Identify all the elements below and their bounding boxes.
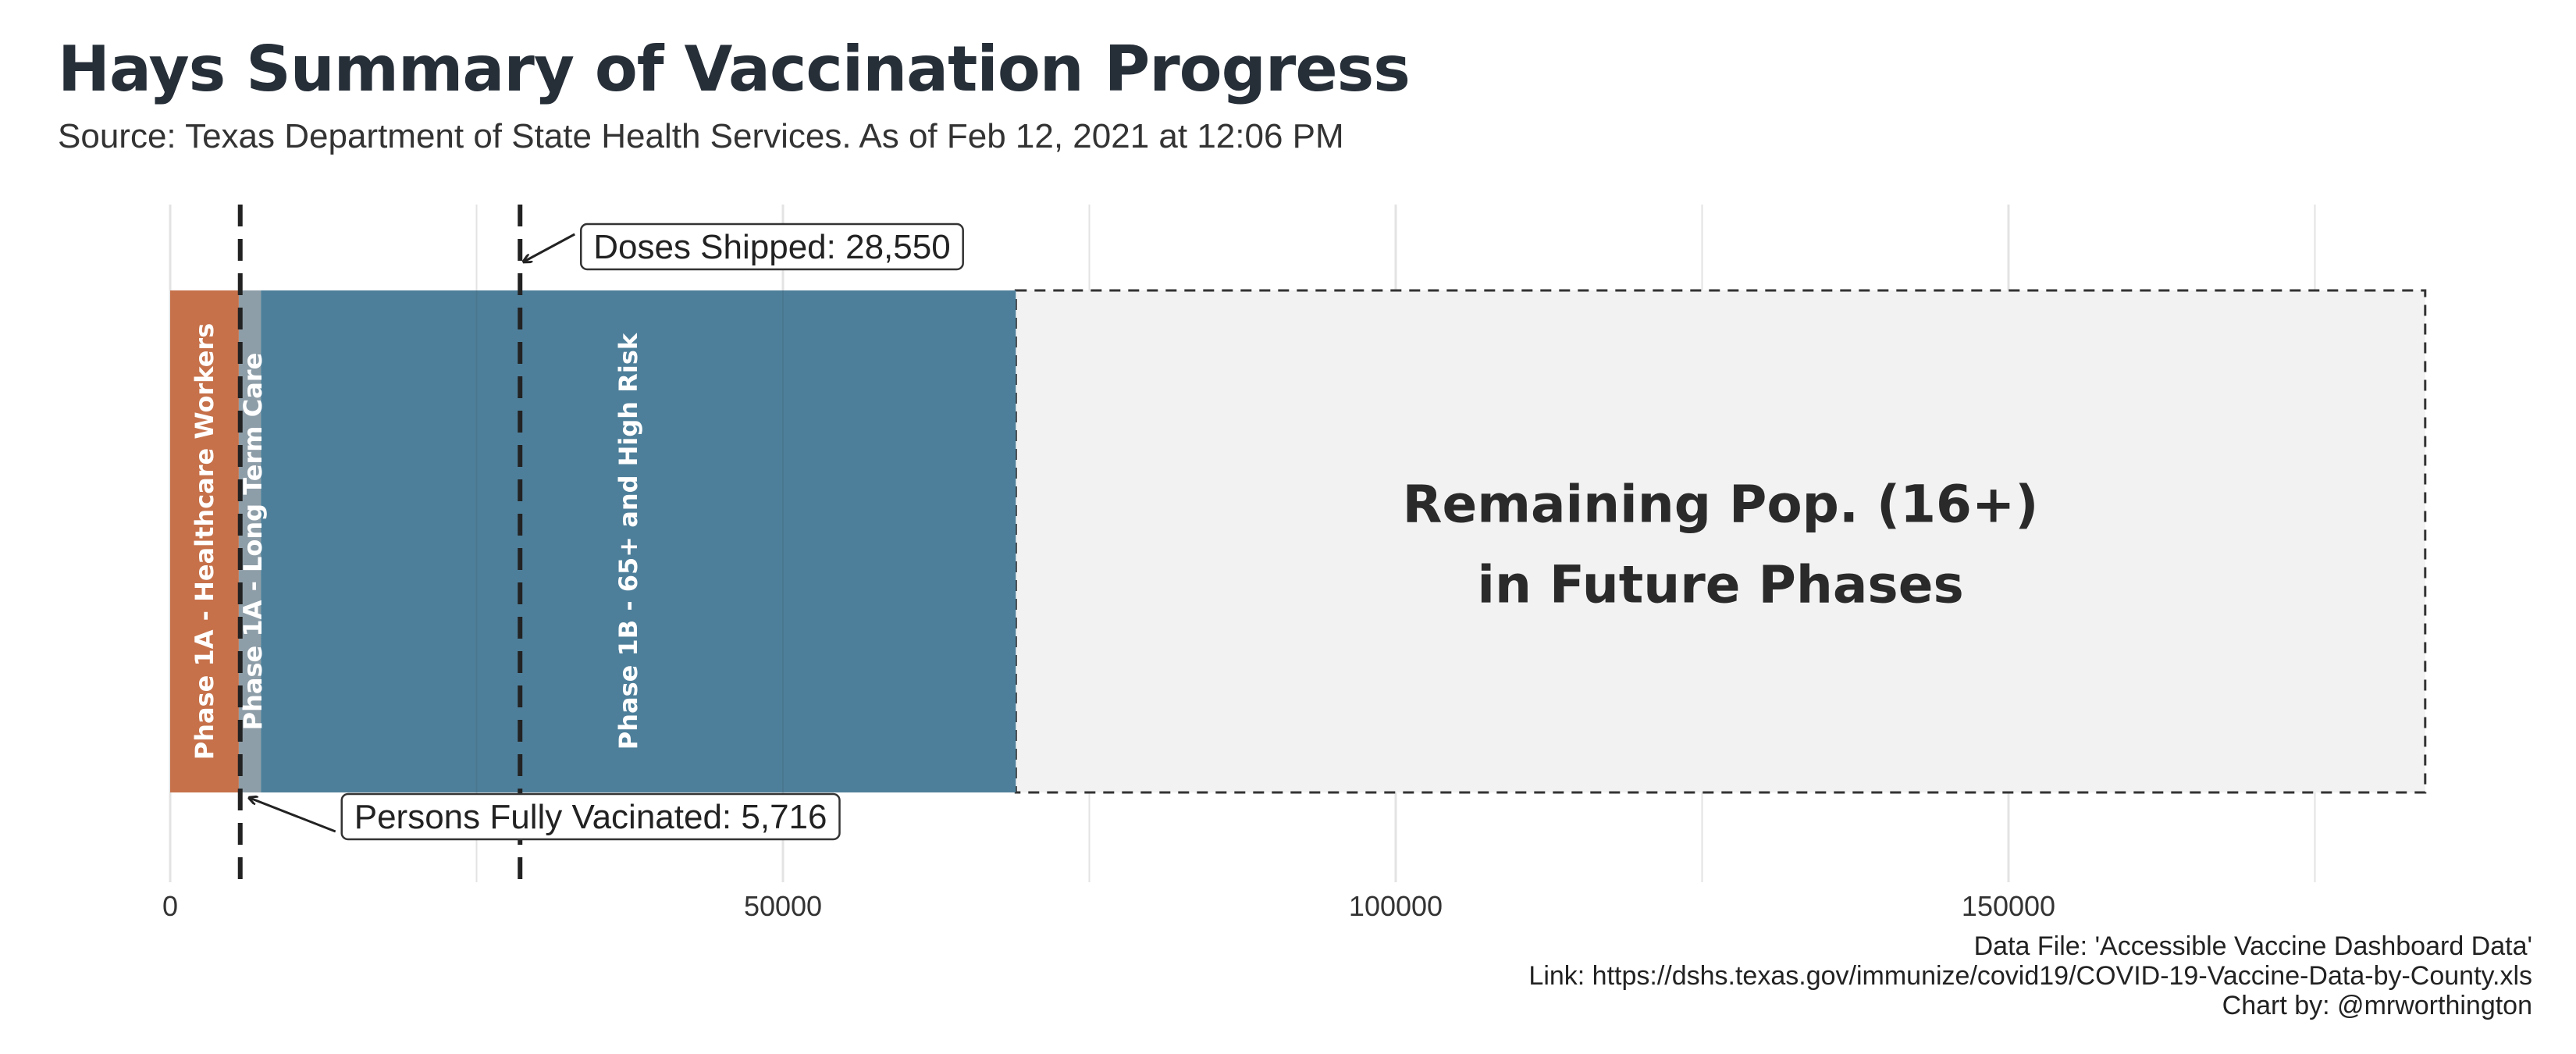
segment-label-2: Phase 1A - Long Term Care [238,353,268,731]
segment-label-3: Phase 1B - 65+ and High Risk [614,333,643,750]
reference-label-2: Persons Fully Vacinated: 5,716 [354,798,827,836]
reference-arrow-1 [524,233,575,262]
caption-credit: Chart by: @mrworthington [2222,991,2532,1020]
reference-label-box-2 [340,792,841,841]
bar-segment-2 [238,290,262,792]
x-axis: 0 50000 100000 150000 [162,890,2055,922]
chart-title: Hays Summary of Vaccination Progress [58,33,1411,105]
reference-label-1: Doses Shipped: 28,550 [593,228,950,266]
chart-caption: Data File: 'Accessible Vaccine Dashboard… [1528,931,2532,1020]
caption-data-file: Data File: 'Accessible Vaccine Dashboard… [1973,931,2532,961]
remaining-label-line1: Remaining Pop. (16+) [1403,475,2039,535]
bar-segment-1 [170,290,239,792]
reference-arrow-2 [250,798,336,833]
x-tick-label: 50000 [744,890,822,922]
x-tick-label: 100000 [1349,890,1443,922]
x-tick-label: 150000 [1962,890,2055,922]
reference-lines: Doses Shipped: 28,550 Persons Fully Vacin… [237,205,964,882]
remaining-label-line2: in Future Phases [1477,555,1963,615]
reference-label-box-1 [579,223,964,271]
bar-segment-3 [261,290,1016,792]
remaining-population-box [1014,289,2427,794]
bar-segments: Remaining Pop. (16+) in Future Phases Phas… [170,289,2427,794]
chart-subtitle: Source: Texas Department of State Health… [58,117,1344,155]
caption-link: Link: https://dshs.texas.gov/immunize/co… [1528,961,2532,991]
segment-label-1: Phase 1A - Healthcare Workers [190,323,219,760]
x-tick-label: 0 [162,890,178,922]
